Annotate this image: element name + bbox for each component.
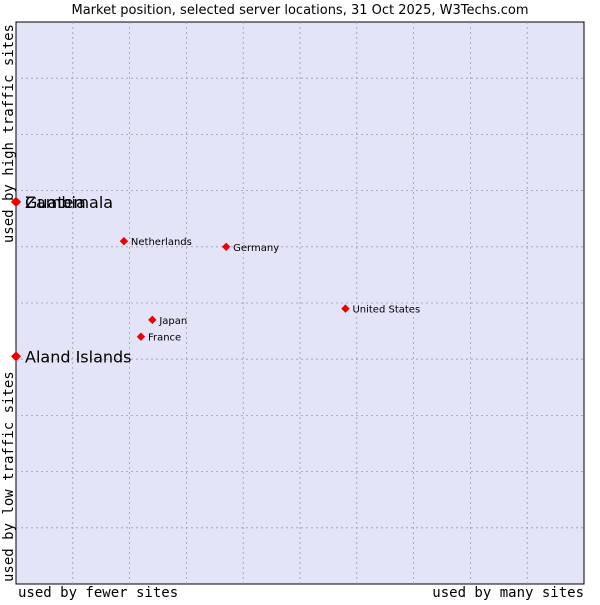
point-label-germany: Germany: [233, 243, 279, 254]
x-axis-label-left: used by fewer sites: [18, 585, 178, 600]
point-label-united-states: United States: [352, 305, 420, 316]
point-label-guatemala: Guatemala: [25, 193, 113, 212]
point-label-netherlands: Netherlands: [131, 237, 192, 248]
point-marker-united-states: [341, 304, 350, 313]
chart-title: Market position, selected server locatio…: [71, 3, 528, 18]
point-marker-japan: [148, 315, 157, 325]
point-marker-france: [136, 332, 146, 341]
grid-lines: [16, 22, 584, 584]
y-axis-label-bottom: used by low traffic sites: [1, 371, 17, 582]
x-axis-label-right: used by many sites: [432, 585, 584, 600]
y-axis-label-top: used by high traffic sites: [1, 24, 17, 243]
point-label-aland-islands: Aland Islands: [25, 347, 132, 366]
point-label-japan: Japan: [158, 316, 187, 327]
point-marker-netherlands: [119, 236, 129, 246]
point-marker-guatemala: [11, 196, 21, 207]
point-label-france: France: [148, 333, 181, 344]
point-marker-aland-islands: [11, 351, 21, 362]
point-marker-germany: [221, 242, 231, 251]
point-label-zambia: Zambia: [25, 193, 86, 212]
